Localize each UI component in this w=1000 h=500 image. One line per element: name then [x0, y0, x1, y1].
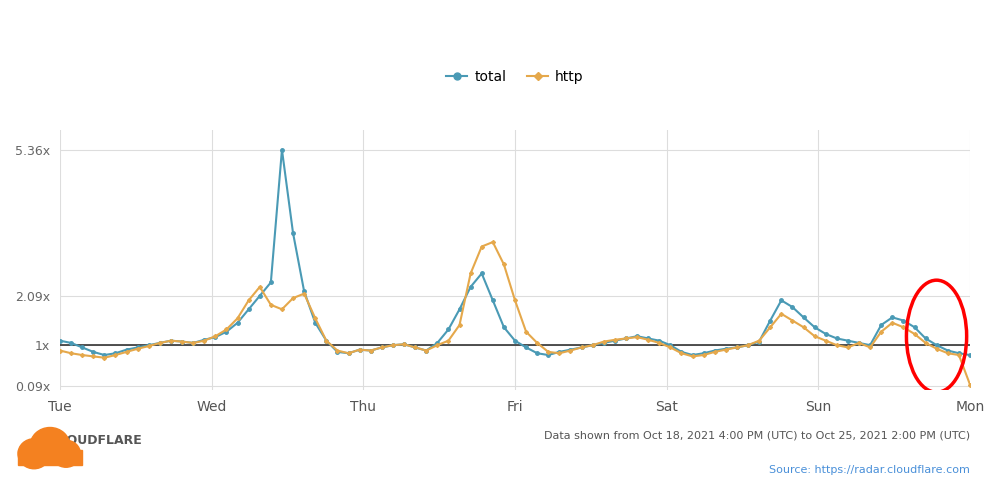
total	[964, 352, 976, 358]
http	[54, 348, 66, 354]
Circle shape	[18, 439, 50, 469]
Legend: total, http: total, http	[441, 64, 589, 90]
Bar	[18, 450, 82, 465]
total	[276, 146, 288, 152]
total	[54, 338, 66, 344]
http	[720, 346, 732, 352]
http	[109, 352, 121, 358]
total	[121, 346, 133, 352]
Line: total: total	[58, 148, 972, 357]
total	[254, 293, 266, 299]
total	[786, 304, 798, 310]
Text: Data shown from Oct 18, 2021 4:00 PM (UTC) to Oct 25, 2021 2:00 PM (UTC): Data shown from Oct 18, 2021 4:00 PM (UT…	[544, 430, 970, 440]
total	[198, 337, 210, 343]
Text: Source: https://radar.cloudflare.com: Source: https://radar.cloudflare.com	[769, 465, 970, 475]
total	[98, 352, 110, 358]
total	[731, 344, 743, 350]
Wedge shape	[889, 50, 984, 88]
Text: Change in Internet Traffic in Sudan (Last 7 days): Change in Internet Traffic in Sudan (Las…	[20, 43, 630, 63]
total	[620, 336, 632, 342]
Text: CLOUDFLARE: CLOUDFLARE	[50, 434, 142, 446]
http	[775, 311, 787, 317]
http	[609, 337, 621, 343]
http	[187, 340, 199, 346]
Line: http: http	[59, 240, 971, 386]
Circle shape	[52, 440, 80, 467]
http	[964, 382, 976, 388]
Circle shape	[30, 428, 70, 465]
http	[243, 298, 255, 304]
http	[487, 239, 499, 245]
